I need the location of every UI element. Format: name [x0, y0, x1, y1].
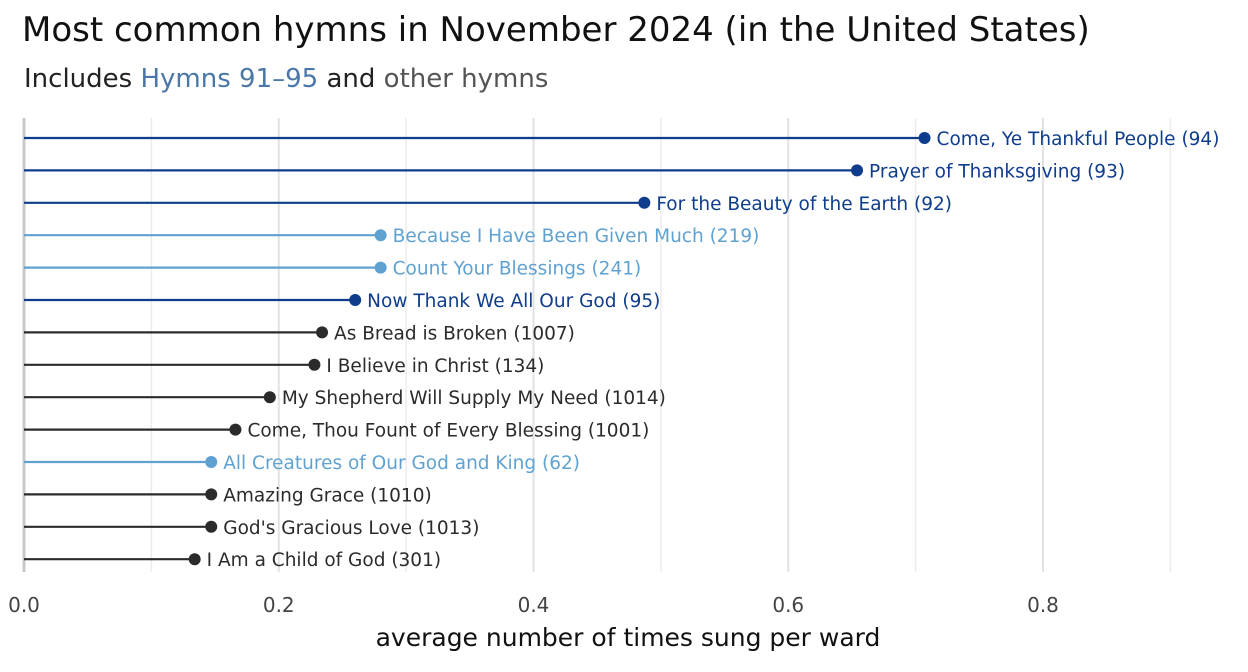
lollipop-row: For the Beauty of the Earth (92): [24, 194, 952, 215]
lollipop-point: [205, 488, 218, 501]
lollipop-point: [229, 423, 242, 436]
data-label: I Believe in Christ (134): [326, 356, 544, 377]
lollipop-row: Come, Thou Fount of Every Blessing (1001…: [24, 421, 649, 442]
subtitle-prefix: Includes: [24, 64, 141, 94]
lollipop-row: I Am a Child of God (301): [24, 550, 441, 571]
lollipop-row: My Shepherd Will Supply My Need (1014): [24, 388, 666, 409]
lollipop-point: [205, 456, 218, 468]
lollipop-row: Come, Ye Thankful People (94): [24, 129, 1219, 150]
lollipop-row: Because I Have Been Given Much (219): [24, 226, 759, 247]
data-label: Prayer of Thanksgiving (93): [869, 161, 1125, 182]
lollipop-row: As Bread is Broken (1007): [24, 323, 575, 344]
lollipop-row: Amazing Grace (1010): [24, 485, 432, 506]
lollipop-row: Count Your Blessings (241): [24, 259, 641, 280]
chart-marks: Come, Ye Thankful People (94) Prayer of T…: [24, 129, 1219, 571]
data-label: Count Your Blessings (241): [393, 259, 642, 280]
subtitle-highlight: Hymns 91–95: [140, 64, 319, 94]
lollipop-row: God's Gracious Love (1013): [24, 518, 479, 539]
lollipop-point: [188, 553, 201, 566]
lollipop-point: [374, 229, 387, 242]
data-label: My Shepherd Will Supply My Need (1014): [282, 388, 666, 409]
subtitle-middle: and: [318, 64, 384, 94]
lollipop-point: [205, 520, 218, 533]
lollipop-row: All Creatures of Our God and King (62): [24, 453, 580, 474]
x-tick-label: 0.0: [8, 593, 40, 617]
data-label: Come, Ye Thankful People (94): [937, 129, 1220, 150]
lollipop-point: [349, 294, 362, 306]
x-axis-label: average number of times sung per ward: [376, 623, 881, 652]
x-axis-ticks: 0.0 0.2 0.4 0.6 0.8: [8, 593, 1059, 617]
lollipop-row: Now Thank We All Our God (95): [24, 291, 660, 312]
lollipop-point: [374, 261, 387, 274]
chart-title: Most common hymns in November 2024 (in t…: [22, 10, 1090, 50]
lollipop-point: [918, 132, 931, 144]
data-label: God's Gracious Love (1013): [223, 518, 479, 539]
lollipop-point: [851, 164, 864, 177]
lollipop-point: [316, 326, 329, 339]
data-label: Amazing Grace (1010): [223, 485, 431, 506]
x-tick-label: 0.6: [772, 593, 804, 617]
data-label: All Creatures of Our God and King (62): [223, 453, 580, 474]
data-label: Because I Have Been Given Much (219): [393, 226, 760, 247]
subtitle-other: other hymns: [383, 64, 549, 94]
lollipop-point: [638, 196, 651, 209]
lollipop-point: [308, 358, 321, 371]
x-tick-label: 0.4: [518, 593, 550, 617]
data-label: For the Beauty of the Earth (92): [656, 194, 952, 215]
lollipop-row: I Believe in Christ (134): [24, 356, 544, 377]
data-label: As Bread is Broken (1007): [334, 323, 575, 344]
lollipop-point: [263, 391, 276, 404]
grid-lines: [22, 118, 1172, 572]
x-tick-label: 0.8: [1027, 593, 1059, 617]
chart-subtitle: Includes Hymns 91–95 and other hymns: [24, 64, 548, 94]
lollipop-row: Prayer of Thanksgiving (93): [24, 161, 1125, 182]
data-label: Come, Thou Fount of Every Blessing (1001…: [247, 421, 649, 442]
x-tick-label: 0.2: [263, 593, 295, 617]
data-label: I Am a Child of God (301): [207, 550, 441, 571]
data-label: Now Thank We All Our God (95): [367, 291, 660, 312]
